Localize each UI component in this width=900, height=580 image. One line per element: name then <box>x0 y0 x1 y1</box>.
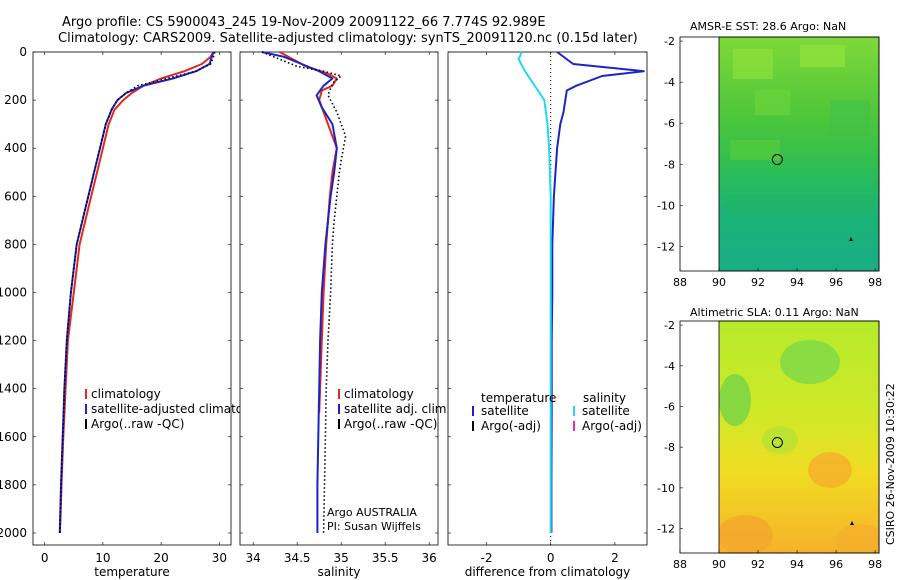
map-x-tick-label: 92 <box>751 558 765 571</box>
map-axes-frame <box>679 36 880 272</box>
legend-title: salinity <box>583 391 626 405</box>
legend-label: satellite adj. clim. <box>344 402 450 416</box>
x-axis-label: difference from climatology <box>465 565 631 579</box>
map-x-tick-label: 92 <box>751 276 765 289</box>
map-x-tick-label: 98 <box>868 276 882 289</box>
annotation-line: Argo AUSTRALIA <box>327 506 417 519</box>
series-line-black <box>59 51 216 534</box>
sla-argo-position-marker <box>771 436 783 448</box>
legend-label: Argo(-adj) <box>481 419 541 433</box>
y-tick-label: 1600 <box>0 430 27 444</box>
x-tick-label: 20 <box>153 551 168 565</box>
sla-map-title: Altimetric SLA: 0.11 Argo: NaN <box>690 306 859 319</box>
x-tick-label: 2 <box>611 551 619 565</box>
y-tick-label: 1000 <box>0 285 27 299</box>
x-tick-label: 0 <box>547 551 555 565</box>
series-line-black <box>261 51 347 534</box>
legend-label: satellite <box>481 404 529 418</box>
sla-float-triangle-marker <box>850 521 854 525</box>
x-tick-label: 35 <box>334 551 349 565</box>
x-tick-label: 34 <box>246 551 261 565</box>
sst-field <box>719 37 879 271</box>
map-y-tick-label: -2 <box>664 35 675 48</box>
map-y-tick-label: -4 <box>664 76 675 89</box>
sst-argo-position-marker <box>771 154 783 166</box>
map-x-tick-label: 90 <box>712 558 726 571</box>
x-axis-label: temperature <box>94 565 169 579</box>
map-x-tick-label: 88 <box>673 276 687 289</box>
y-tick-label: 200 <box>4 93 27 107</box>
y-tick-label: 1400 <box>0 382 27 396</box>
x-tick-label: 10 <box>95 551 110 565</box>
map-x-tick-label: 88 <box>673 558 687 571</box>
plot-frame <box>32 51 232 546</box>
sst-float-triangle-marker <box>849 237 853 241</box>
annotation-line: PI: Susan Wijffels <box>327 520 421 533</box>
y-tick-label: 1800 <box>0 478 27 492</box>
map-axes-frame <box>679 320 880 554</box>
csiro-timestamp: CSIRO 26-Nov-2009 10:30:22 <box>884 383 897 545</box>
sst-map-panel: AMSR-E SST: 28.6 Argo: NaN 88 90 92 94 96 98 -… <box>657 20 882 289</box>
map-y-tick-label: -6 <box>664 117 675 130</box>
map-y-tick-label: -4 <box>664 360 675 373</box>
legend-label: climatology <box>344 387 414 401</box>
x-tick-label: 30 <box>212 551 227 565</box>
series-line-blue <box>261 51 338 533</box>
map-y-tick-label: -10 <box>657 482 675 495</box>
y-tick-label: 400 <box>4 141 27 155</box>
legend-label: Argo(-adj) <box>582 419 642 433</box>
x-tick-label: -2 <box>481 551 493 565</box>
y-tick-label: 600 <box>4 189 27 203</box>
figure-title-line2: Climatology: CARS2009. Satellite-adjuste… <box>58 31 638 46</box>
sla-map-panel: Altimetric SLA: 0.11 Argo: NaN 88 90 92 94 9… <box>657 306 882 571</box>
salinity-panel: 34 34.5 35 35.5 36 salinity climatologysatelli… <box>239 51 450 579</box>
y-tick-label: 1200 <box>0 334 27 348</box>
map-y-tick-label: -12 <box>657 240 675 253</box>
plot-frame <box>239 51 439 546</box>
map-x-tick-label: 94 <box>790 276 804 289</box>
x-tick-label: 34.5 <box>284 551 311 565</box>
y-tick-label: 800 <box>4 237 27 251</box>
map-x-tick-label: 98 <box>868 558 882 571</box>
map-x-tick-label: 94 <box>790 558 804 571</box>
legend-title: temperature <box>481 391 556 405</box>
map-y-tick-label: -2 <box>664 319 675 332</box>
map-y-tick-label: -8 <box>664 158 675 171</box>
legend-label: Argo(..raw -QC) <box>91 417 184 431</box>
legend-label: satellite-adjusted climatology <box>91 402 269 416</box>
map-y-tick-label: -12 <box>657 523 675 536</box>
map-y-tick-label: -6 <box>664 400 675 413</box>
temperature-panel: 0 200 400 600 800 1000 1200 1400 1600 1800 2000 0 10… <box>0 45 269 579</box>
sst-map-axes: 88 90 92 94 96 98 -2 -4 -6 -8 -10 -12 <box>657 35 882 289</box>
x-tick-label: 35.5 <box>372 551 399 565</box>
x-tick-label: 36 <box>422 551 437 565</box>
x-axis-label: salinity <box>317 565 360 579</box>
legend-label: satellite <box>582 404 630 418</box>
figure-title-line1: Argo profile: CS 5900043_245 19-Nov-2009… <box>62 15 546 30</box>
y-tick-label: 2000 <box>0 526 27 540</box>
y-tick-label: 0 <box>19 45 27 59</box>
sla-field <box>719 321 879 553</box>
map-y-tick-label: -8 <box>664 441 675 454</box>
legend-label: climatology <box>91 387 161 401</box>
map-x-tick-label: 90 <box>712 276 726 289</box>
x-tick-label: 0 <box>41 551 49 565</box>
map-x-tick-label: 96 <box>829 558 843 571</box>
sla-map-axes: 88 90 92 94 96 98 -2 -4 -6 -8 -10 -12 <box>657 319 882 571</box>
legend-label: Argo(..raw -QC) <box>344 417 437 431</box>
map-y-tick-label: -10 <box>657 199 675 212</box>
series-line-cyan <box>517 51 552 533</box>
sst-map-title: AMSR-E SST: 28.6 Argo: NaN <box>690 20 846 33</box>
map-x-tick-label: 96 <box>829 276 843 289</box>
